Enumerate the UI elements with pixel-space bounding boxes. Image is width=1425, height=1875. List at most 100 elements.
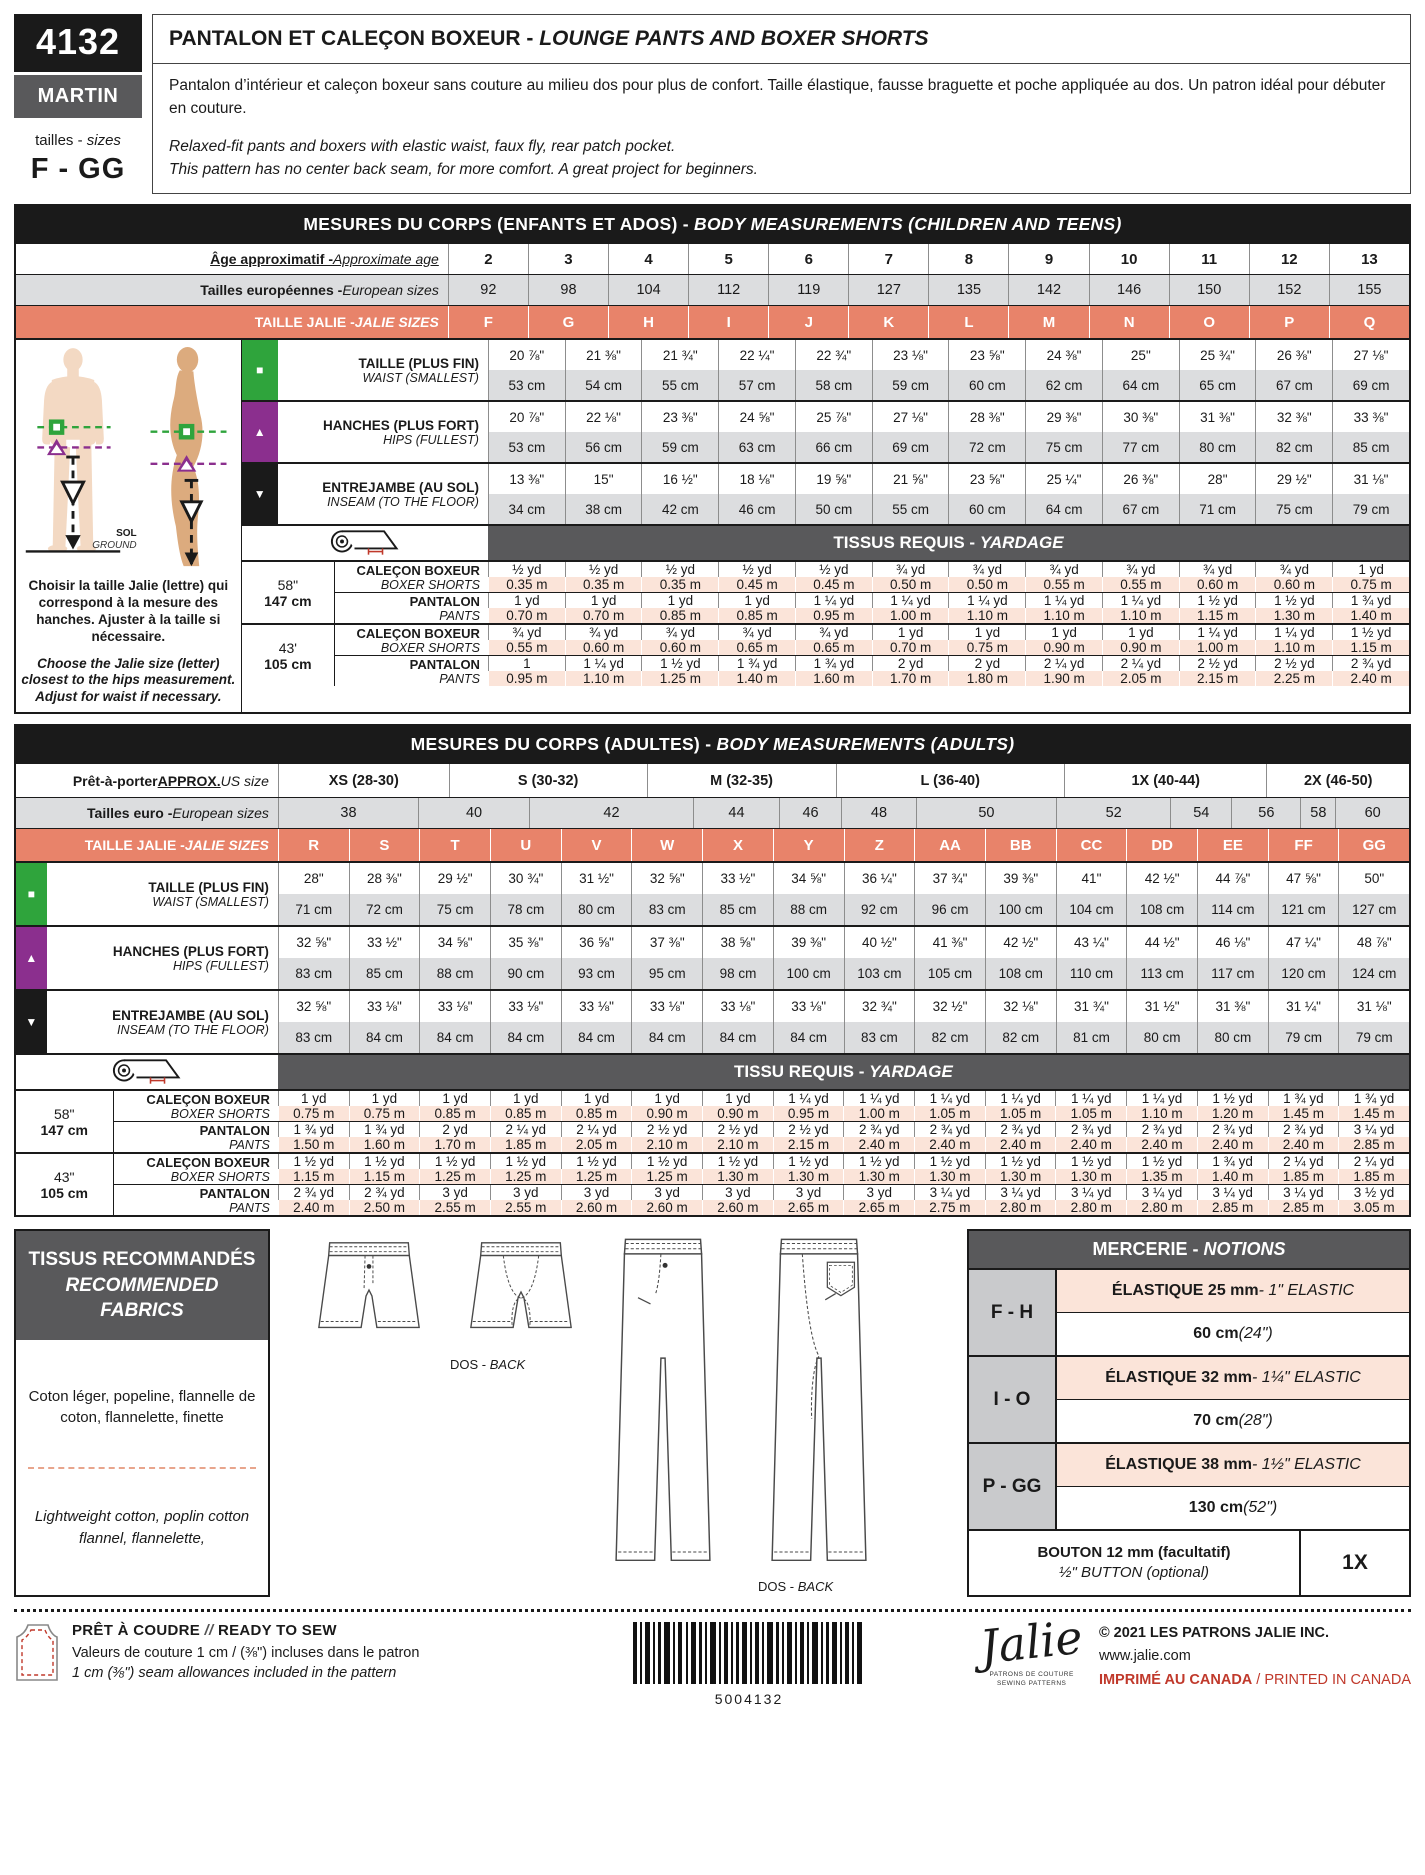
fabrics-title-en: RECOMMENDED FABRICS — [65, 1274, 219, 1322]
pants-label-fr: PANTALON — [409, 656, 480, 672]
hips-in-value: 33 ⅜" — [1332, 402, 1409, 432]
children-yardage-header: TISSUS REQUIS - YARDAGE — [242, 526, 1409, 560]
jalie-size-letter: S — [348, 829, 420, 862]
inseam-in-value: 32 ½" — [914, 991, 985, 1023]
website-link[interactable]: www.jalie.com — [1098, 1648, 1191, 1665]
inseam-in-value: 23 ⅝" — [948, 464, 1025, 494]
yardage-m-value: 0.75 m — [948, 640, 1025, 655]
yardage-m-value: 0.95 m — [772, 1106, 844, 1122]
boxer-label: CALEÇON BOXEUR BOXER SHORTS — [335, 562, 488, 592]
waist-in-value: 42 ½" — [1126, 863, 1197, 895]
children-title-fr: MESURES DU CORPS (ENFANTS ET ADOS) - — [303, 214, 695, 234]
yardage-m-value: 0.35 m — [564, 577, 642, 592]
yardage-yd-value: ¾ yd — [1255, 562, 1332, 577]
euro-size-value: 152 — [1248, 275, 1329, 305]
elastic-length: 130 cm (52") — [1057, 1487, 1409, 1529]
fabrics-list-fr: Coton léger, popeline, flannelle de coto… — [28, 1387, 256, 1427]
fabric-width-58-cm: 147 cm — [264, 592, 312, 609]
hips-cm-value: 124 cm — [1338, 958, 1409, 990]
adults-body: ■ TAILLE (PLUS FIN) WAIST (SMALLEST) 28"… — [16, 861, 1409, 1216]
age-value: 7 — [848, 244, 928, 274]
children-43-boxer-row: CALEÇON BOXEUR BOXER SHORTS ¾ yd ¾ yd ¾ yd… — [335, 625, 1409, 655]
jalie-size-letter: Z — [843, 829, 915, 862]
inseam-cm-value: 34 cm — [487, 494, 565, 524]
yardage-m-value: 0.55 m — [487, 640, 565, 655]
dotted-divider — [14, 1609, 1411, 1613]
adults-waist-in: 28" 28 ⅜" 29 ½" 30 ¾" 31 ½" 32 ⅝" 33 ½" 34 ⅝" 36… — [277, 863, 1409, 895]
waist-in-value: 36 ¼" — [843, 863, 915, 895]
children-yardage-43-items: CALEÇON BOXEUR BOXER SHORTS ¾ yd ¾ yd ¾ yd… — [335, 625, 1409, 686]
yardage-yd-value: 1 yd — [564, 593, 642, 608]
adults-58-boxer-m: 0.75 m 0.75 m 0.85 m 0.85 m 0.85 m 0.90 m 0.90… — [277, 1106, 1409, 1122]
notions-detail-pgg: ÉLASTIQUE 38 mm - 1½" ELASTIC 130 cm (52… — [1057, 1444, 1409, 1529]
inseam-in-value: 16 ½" — [641, 464, 718, 494]
yardage-m-value: 2.55 m — [419, 1200, 490, 1216]
waist-in-value: 31 ½" — [560, 863, 632, 895]
hips-in-value: 48 ⅞" — [1338, 927, 1409, 959]
pants-label-en: PANTS — [439, 608, 480, 623]
hips-cm-value: 83 cm — [277, 958, 349, 990]
yardage-yd-value: 3 ¼ yd — [914, 1185, 985, 1201]
children-hips-values: 20 ⅞" 22 ⅛" 23 ⅜" 24 ⅝" 25 ⅞" 27 ⅛" 28 ⅜" 29 ⅜"… — [487, 402, 1409, 462]
elastic-spec: ÉLASTIQUE 25 mm - 1" ELASTIC — [1057, 1270, 1409, 1314]
hips-cm-value: 75 cm — [1025, 432, 1102, 462]
waist-square-icon: ■ — [16, 863, 47, 926]
yardage-m-value: 1.15 m — [348, 1169, 420, 1185]
inseam-cm-value: 81 cm — [1055, 1022, 1127, 1054]
adults-yardage-58: 58" 147 cm CALEÇON BOXEUR BOXER SHORTS 1… — [16, 1089, 1409, 1153]
yardage-yd-value: ½ yd — [641, 562, 718, 577]
notions-title: MERCERIE - NOTIONS — [969, 1231, 1409, 1269]
children-43-boxer-yd: ¾ yd ¾ yd ¾ yd ¾ yd ¾ yd 1 yd 1 yd 1 yd 1 yd 1 ¼ … — [487, 625, 1409, 640]
hips-cm-value: 103 cm — [843, 958, 915, 990]
yardage-yd-value: 1 ½ yd — [489, 1154, 561, 1170]
fabric-width-43-in: 43" — [53, 1168, 75, 1185]
yardage-yd-value: 1 ¼ yd — [914, 1091, 985, 1107]
hips-in-value: 20 ⅞" — [487, 402, 565, 432]
adults-58-pants-yd: 1 ¾ yd 1 ¾ yd 2 yd 2 ¼ yd 2 ¼ yd 2 ½ yd 2 ½ yd… — [277, 1122, 1409, 1138]
header-left-column: 4132 MARTIN tailles - sizes F - GG — [14, 14, 142, 194]
yardage-yd-value: ½ yd — [794, 562, 872, 577]
seam-allowance-en: 1 cm (⅜") seam allowances included in th… — [72, 1665, 397, 1682]
age-value: 12 — [1248, 244, 1329, 274]
jalie-size-letter: X — [702, 829, 773, 862]
yardage-yd-value: 2 ¾ yd — [843, 1122, 914, 1138]
boxer-label-en: BOXER SHORTS — [380, 577, 480, 592]
fabric-width-58-cm: 147 cm — [40, 1121, 88, 1138]
yardage-yd-value: 1 ¾ yd — [348, 1122, 420, 1138]
pattern-piece-icon — [16, 1624, 58, 1681]
yardage-yd-value: 1 yd — [487, 593, 565, 608]
euro-size-value: 56 — [1231, 798, 1300, 829]
jalie-size-letter: W — [631, 829, 702, 862]
yardage-m-value: 2.40 m — [984, 1137, 1056, 1153]
yardage-yd-value: 1 yd — [489, 1091, 561, 1107]
jalie-size-letter: Q — [1328, 306, 1409, 338]
us-size-label: Prêt-à-porter APPROX. US size — [16, 764, 278, 797]
yardage-yd-value: 1 yd — [348, 1091, 420, 1107]
printed-sep: / — [1252, 1671, 1265, 1688]
waist-cm-value: 92 cm — [843, 894, 915, 926]
inseam-in-value: 33 ⅛" — [348, 991, 420, 1023]
inseam-in-value: 29 ½" — [1255, 464, 1332, 494]
adults-hips-cm: 83 cm 85 cm 88 cm 90 cm 93 cm 95 cm 98 cm 100 c… — [277, 958, 1409, 990]
fabrics-list-en: Lightweight cotton, poplin cotton flanne… — [28, 1466, 256, 1588]
yardage-m-value: 2.40 m — [1126, 1137, 1197, 1153]
yardage-yd-value: 1 ¾ yd — [1196, 1154, 1268, 1170]
waist-in-value: 21 ¾" — [641, 340, 718, 370]
waist-in-value: 37 ¾" — [914, 863, 985, 895]
yardage-yd-value: 1 ¾ yd — [1267, 1091, 1339, 1107]
notions-sizes-pgg: P - GG — [969, 1444, 1057, 1530]
inseam-cm-value: 83 cm — [277, 1022, 349, 1054]
jalie-size-letter: AA — [914, 829, 985, 862]
yardage-yd-value: ¾ yd — [1178, 562, 1256, 577]
figure-box: SOL GROUND Choisir la taille Jalie (lett… — [16, 340, 242, 713]
yardage-m-value: 2.40 m — [843, 1137, 914, 1153]
age-value: 13 — [1328, 244, 1409, 274]
yardage-m-value: 1.30 m — [984, 1169, 1056, 1185]
yardage-m-value: 1.85 m — [1267, 1169, 1339, 1185]
waist-in-value: 44 ⅞" — [1197, 863, 1268, 895]
adults-58-pants-values: 1 ¾ yd 1 ¾ yd 2 yd 2 ¼ yd 2 ¼ yd 2 ½ yd 2 ½ yd… — [277, 1122, 1409, 1153]
yardage-yd-value: 1 ¾ yd — [718, 656, 795, 671]
yardage-yd-value: 1 ½ yd — [1178, 593, 1256, 608]
